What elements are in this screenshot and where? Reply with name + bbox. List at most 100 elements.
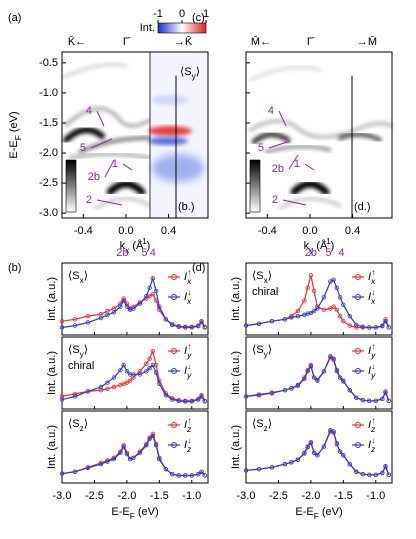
spectrum-point — [176, 324, 181, 330]
spectrum-point — [386, 398, 391, 404]
x-tick-label: 0.0 — [302, 225, 317, 237]
spectrum-point — [150, 348, 156, 354]
spectrum-point — [386, 325, 391, 330]
spectrum-point — [243, 394, 249, 399]
colorbar-label: Int. — [140, 22, 155, 34]
spectrum-point — [308, 273, 314, 278]
spectrum-point — [111, 456, 117, 462]
spectrum-point — [147, 436, 152, 442]
spectrum-point — [137, 301, 143, 306]
y-axis-label: E-EF (eV) — [8, 111, 23, 158]
subplot-frame — [61, 336, 209, 410]
spectrum-point — [202, 325, 207, 330]
spectrum-point — [331, 356, 336, 361]
spectrum-point — [328, 306, 333, 311]
legend-label: Iz↑ — [368, 416, 376, 434]
spectrum-point — [311, 450, 317, 456]
band-label: 2 — [86, 194, 92, 206]
band-pointer — [122, 163, 133, 171]
top-label: M̄← — [251, 35, 271, 48]
band-label: 1 — [294, 158, 300, 170]
colorbar-tick-label: -1 — [153, 8, 163, 20]
spectrum-point — [383, 464, 388, 469]
legend-marker — [355, 274, 361, 280]
spectrum-point — [124, 380, 130, 385]
spectrum-point — [124, 451, 130, 457]
y-axis-label: Int. (a.u.) — [230, 425, 242, 469]
peak-label: 2b — [116, 247, 128, 259]
legend-marker — [171, 294, 177, 300]
spectrum-point — [315, 306, 320, 311]
spectrum-point — [334, 367, 340, 373]
y-axis-label: Int. (a.u.) — [46, 351, 58, 395]
y-tick-label: -3.0 — [39, 207, 58, 219]
spectrum-point — [72, 469, 78, 474]
legend-marker — [355, 294, 361, 300]
spectrum-point — [360, 472, 365, 477]
spectrum-point — [131, 375, 136, 380]
spectrum-point — [305, 369, 310, 374]
x-tick-label: -0.4 — [74, 225, 93, 237]
legend-label: Iy↑ — [184, 342, 192, 360]
subplot-label: ⟨Sz⟩ — [68, 418, 88, 433]
spectrum-point — [328, 279, 333, 284]
spectrum-point — [360, 398, 365, 403]
spectrum-point — [380, 470, 385, 476]
y-axis-label: Int. (a.u.) — [230, 351, 242, 395]
panel-label: (b) — [8, 262, 21, 274]
band-pointer — [278, 110, 287, 127]
spectrum-point — [163, 392, 169, 398]
spectrum-point — [150, 362, 156, 368]
spectrum-point — [383, 318, 388, 324]
y-tick-label: -1.0 — [39, 87, 58, 99]
spectrum-point — [337, 313, 343, 319]
top-label: →M̄ — [357, 35, 377, 48]
annotation: (b.) — [178, 201, 195, 213]
spectrum-point — [121, 444, 126, 449]
peak-label: 4 — [338, 247, 344, 259]
x-tick-label: 0.4 — [161, 225, 176, 237]
spectrum-point — [334, 285, 340, 291]
spectrum-point — [121, 298, 126, 303]
band-label: 4 — [86, 105, 92, 117]
spectrum-point — [269, 318, 275, 324]
spectrum-point — [196, 472, 201, 477]
band-label: 5 — [258, 142, 264, 154]
spectrum-line — [61, 363, 206, 403]
spectrum-point — [98, 461, 104, 467]
panel-label: (c) — [192, 12, 205, 24]
spectrum-point — [386, 472, 391, 478]
spectrum-line — [61, 434, 206, 477]
x-tick-label: -1.5 — [334, 490, 353, 502]
spectrum-point — [321, 295, 327, 300]
subplot-label: ⟨Sx⟩ — [68, 270, 88, 285]
top-label: Γ̄ — [123, 36, 131, 48]
spectrum-point — [189, 473, 194, 478]
spectrum-point — [243, 468, 249, 473]
y-axis-label: Int. (a.u.) — [230, 277, 242, 321]
spectrum-point — [354, 469, 359, 474]
spectrum-point — [124, 304, 130, 309]
spectrum-point — [124, 369, 130, 374]
band-pointer — [268, 140, 291, 149]
x-tick-label: -1.0 — [366, 490, 385, 502]
spectrum-point — [295, 313, 301, 319]
legend-label: Iz↓ — [184, 436, 192, 454]
band-pointer — [96, 199, 123, 206]
spectrum-point — [311, 308, 317, 314]
annotation: (d.) — [354, 201, 371, 213]
y-tick-label: -2.5 — [39, 177, 58, 189]
panel-label: (d) — [192, 262, 205, 274]
spectrum-point — [189, 399, 194, 404]
spectrum-point — [199, 469, 204, 474]
spectrum-point — [147, 356, 152, 361]
subplot-frame — [245, 262, 393, 336]
peak-label: 4 — [150, 247, 156, 259]
band-pointer — [104, 159, 115, 178]
spectrum-point — [305, 444, 310, 450]
spectrum-point — [131, 455, 136, 461]
spectrum-point — [72, 323, 78, 328]
band-label: 2 — [272, 194, 278, 206]
spectrum-point — [321, 369, 327, 374]
spectrum-point — [144, 369, 149, 374]
